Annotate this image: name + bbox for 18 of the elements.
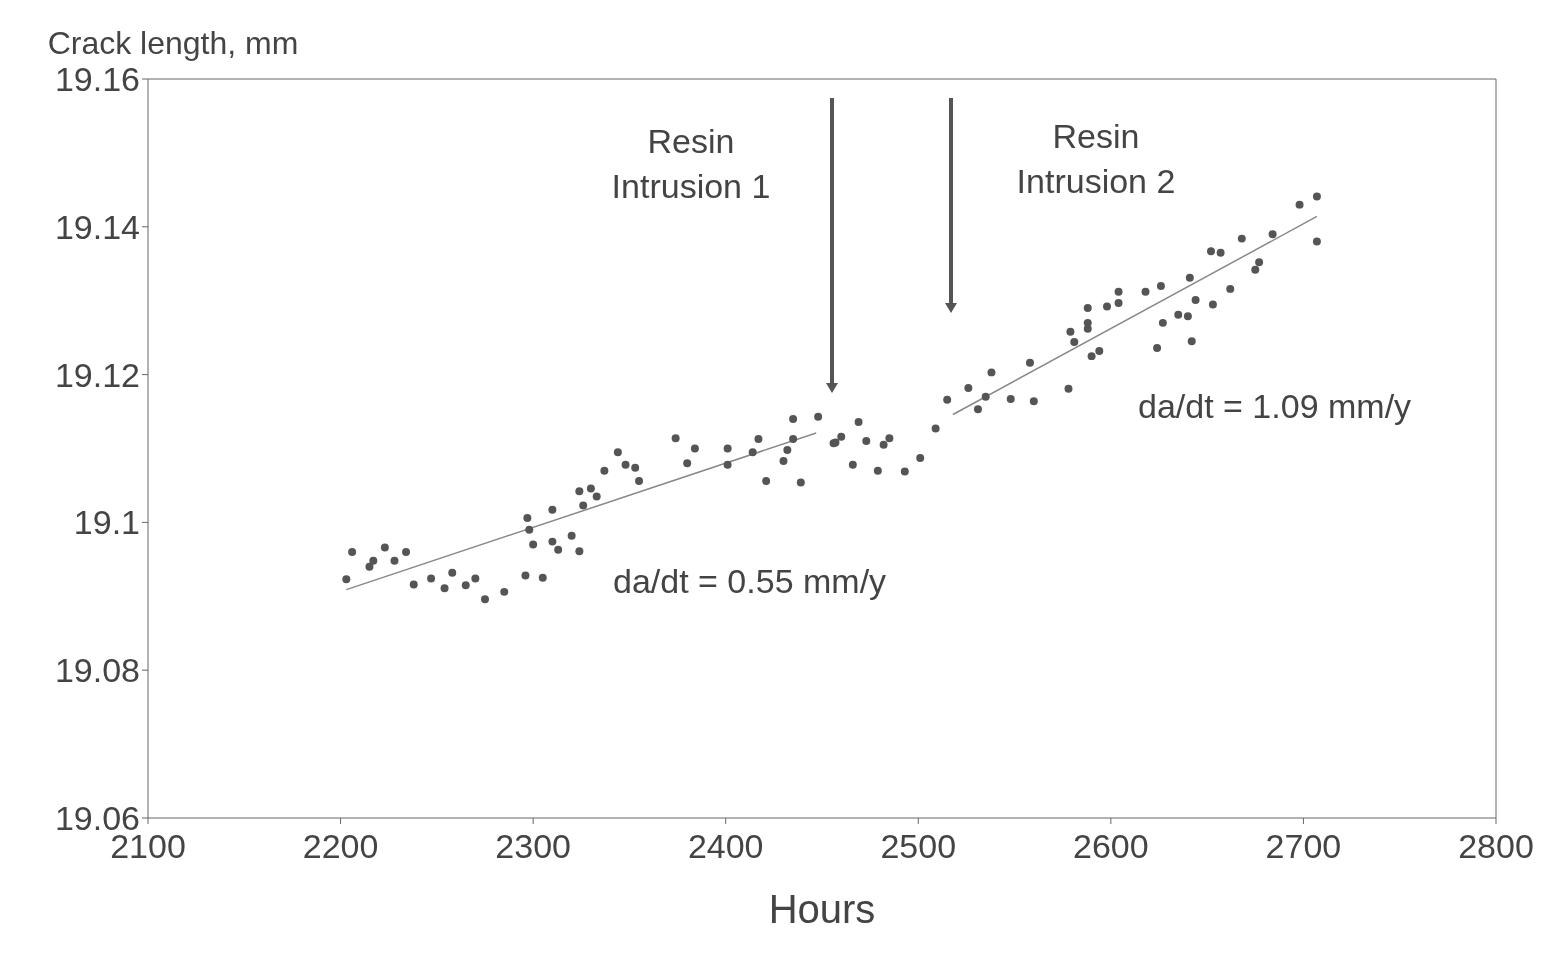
y-tick-label: 19.12 — [54, 355, 140, 394]
x-axis-title: Hours — [768, 887, 876, 931]
y-tick-label: 19.16 — [54, 60, 140, 99]
x-tick-label: 2500 — [880, 827, 957, 866]
annotation: da/dt = 1.09 mm/y — [1138, 387, 1412, 425]
x-tick-label: 2400 — [687, 827, 764, 866]
x-tick-label: 2700 — [1265, 827, 1342, 866]
annotation: Resin Intrusion 2 — [1016, 117, 1176, 200]
y-axis-title: Crack length, mm — [47, 25, 299, 61]
x-tick-label: 2600 — [1073, 827, 1149, 866]
x-tick-label: 2300 — [495, 827, 571, 866]
y-tick-label: 19.08 — [54, 651, 140, 690]
x-tick-label: 2800 — [1458, 827, 1534, 866]
y-tick-label: 19.1 — [73, 503, 140, 542]
annotation: da/dt = 0.55 mm/y — [613, 562, 887, 600]
annotation: Resin Intrusion 1 — [611, 122, 771, 205]
y-tick-label: 19.14 — [54, 207, 140, 246]
x-tick-label: 2200 — [302, 827, 379, 866]
